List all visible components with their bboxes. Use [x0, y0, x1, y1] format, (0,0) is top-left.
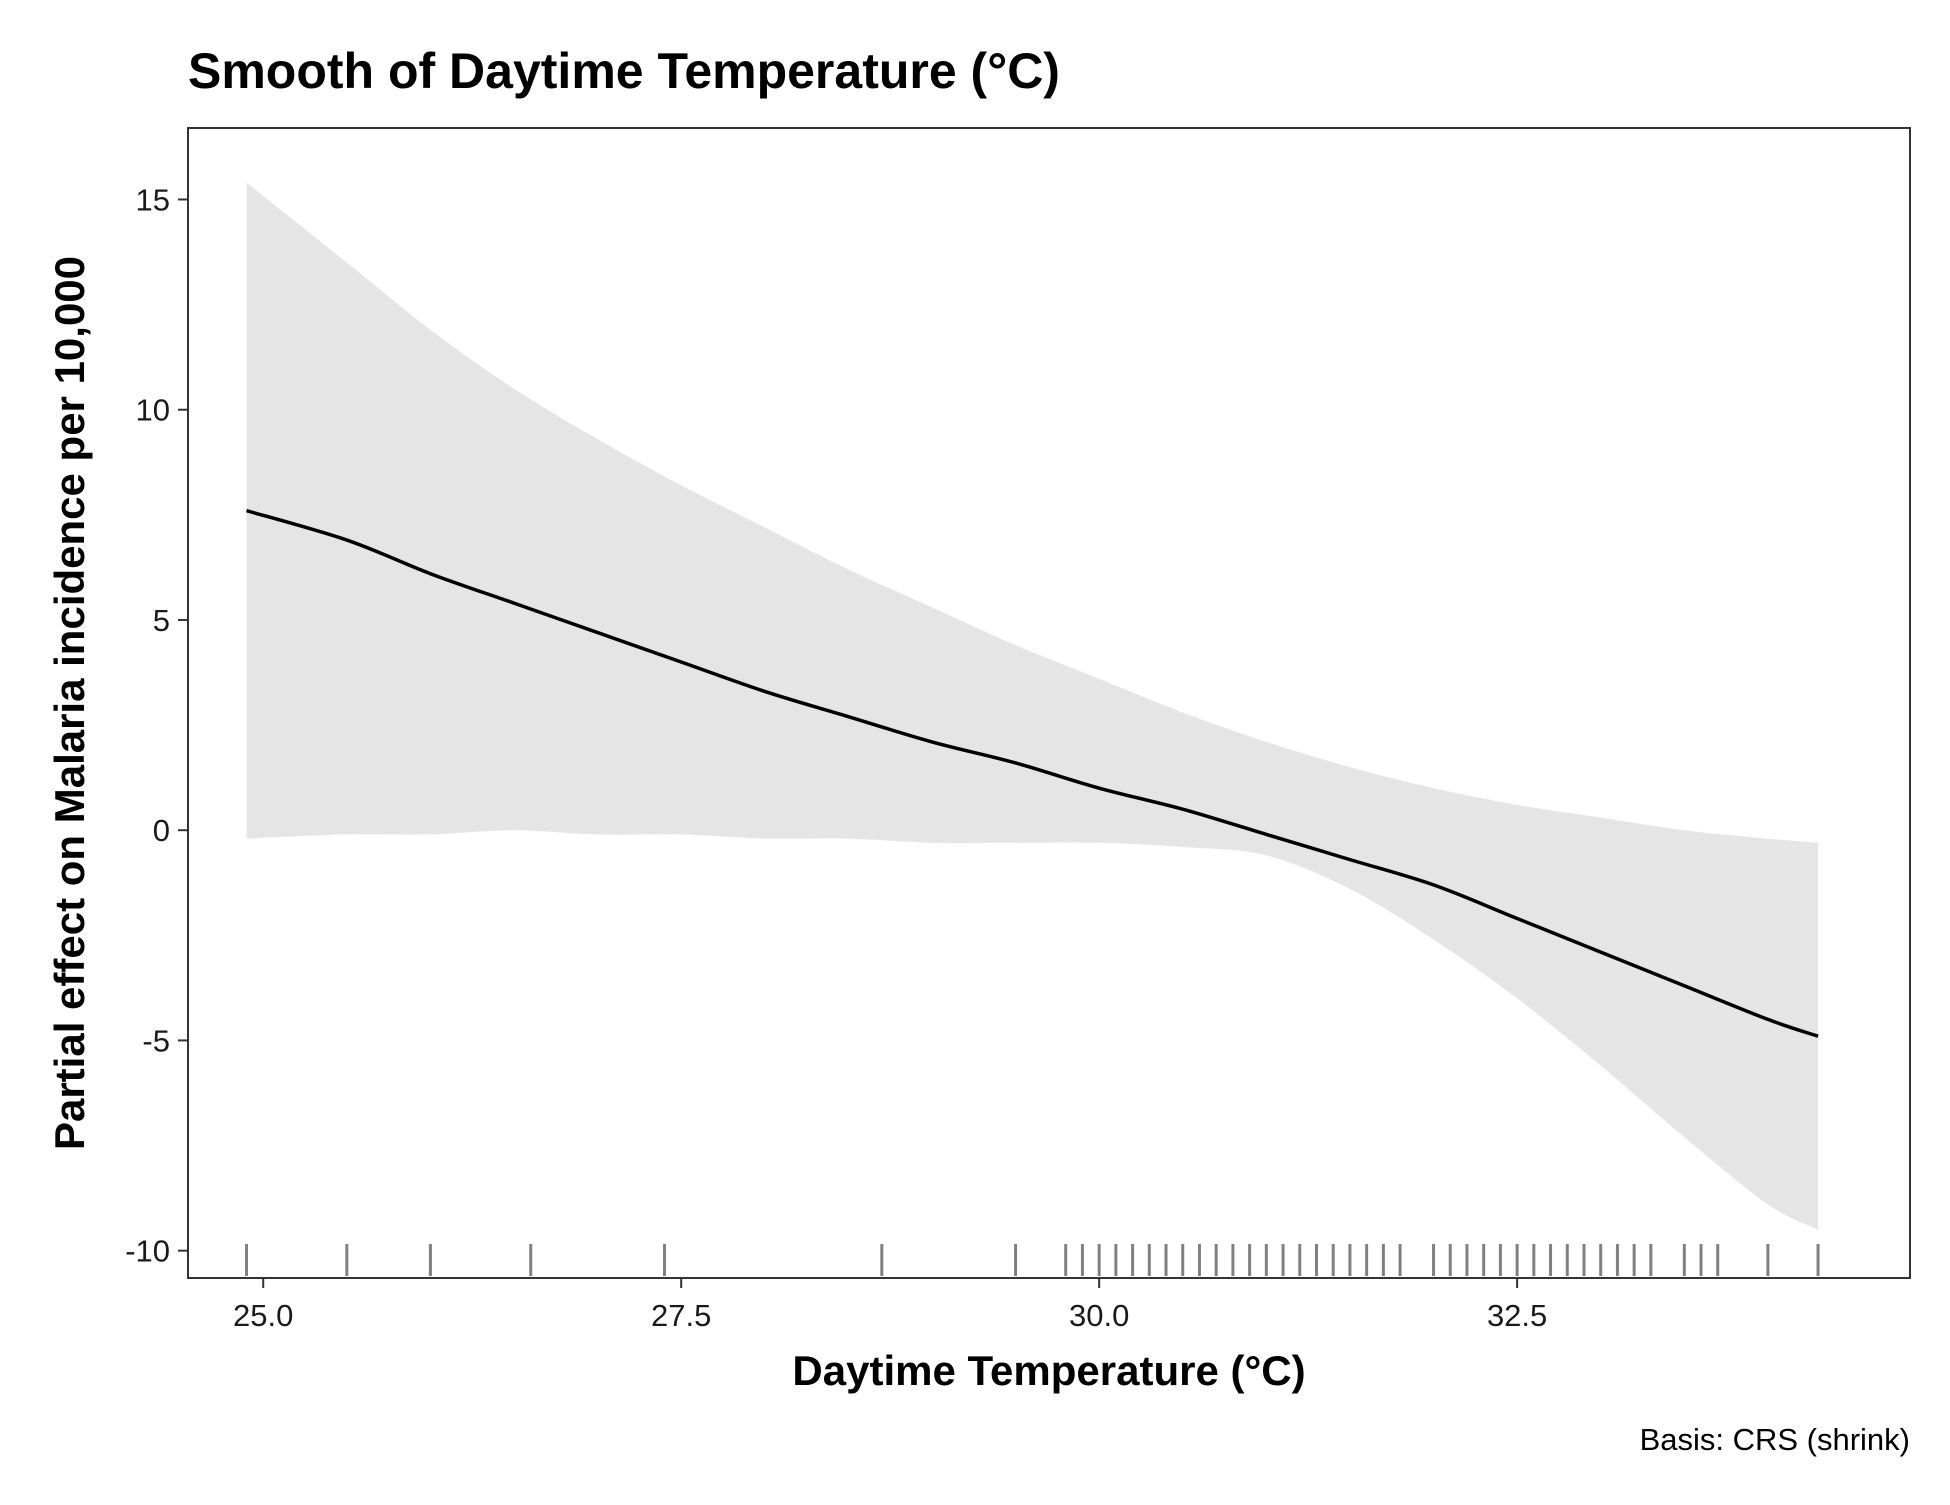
- caption: Basis: CRS (shrink): [1640, 1422, 1910, 1457]
- y-tick-label: 0: [153, 813, 170, 848]
- y-tick-label: -10: [125, 1234, 170, 1269]
- x-tick-label: 32.5: [1487, 1298, 1547, 1333]
- y-axis-label: Partial effect on Malaria incidence per …: [46, 256, 93, 1150]
- y-tick-label: 5: [153, 603, 170, 638]
- y-axis: 15 10 5 0 -5 -10: [125, 182, 188, 1269]
- x-tick-label: 30.0: [1069, 1298, 1129, 1333]
- y-tick-label: -5: [142, 1023, 170, 1058]
- confidence-ribbon: [246, 182, 1819, 1230]
- x-axis: 25.0 27.5 30.0 32.5: [233, 1278, 1547, 1333]
- y-tick-label: 10: [136, 393, 170, 428]
- x-tick-label: 25.0: [233, 1298, 293, 1333]
- x-axis-label: Daytime Temperature (°C): [792, 1347, 1305, 1394]
- x-tick-label: 27.5: [651, 1298, 711, 1333]
- confidence-ribbon-layer: [246, 182, 1819, 1230]
- rug-layer: [245, 1244, 1820, 1276]
- panel-border: [187, 127, 1911, 1279]
- estimate-line-layer: [246, 508, 1819, 1038]
- estimate-line: [246, 508, 1819, 1038]
- chart-title: Smooth of Daytime Temperature (°C): [188, 43, 1060, 99]
- y-tick-label: 15: [136, 182, 170, 217]
